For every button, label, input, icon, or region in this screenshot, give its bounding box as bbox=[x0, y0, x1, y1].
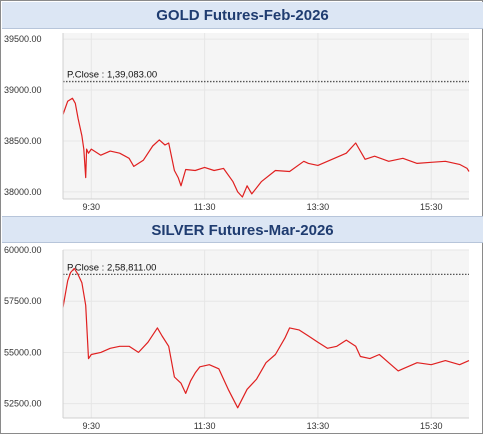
silver-chart: 52500.00 55000.00 57500.00 60000.00 9:30 11:3… bbox=[4, 245, 470, 431]
silver-x-tick-label: 13:30 bbox=[307, 421, 330, 431]
silver-price-line bbox=[62, 267, 470, 409]
gold-x-tick-label: 13:30 bbox=[307, 202, 330, 212]
silver-chart-title: SILVER Futures-Mar-2026 bbox=[2, 216, 483, 243]
gold-y-tick-label: 38500.00 bbox=[4, 136, 42, 146]
silver-x-tick-label: 11:30 bbox=[194, 421, 216, 431]
gold-x-tick-label: 9:30 bbox=[83, 202, 101, 212]
silver-y-tick-label: 55000.00 bbox=[4, 347, 42, 357]
gold-y-tick-label: 39000.00 bbox=[4, 85, 42, 95]
gold-chart-title: GOLD Futures-Feb-2026 bbox=[2, 2, 483, 29]
silver-pclose-label: P.Close : 2,58,811.00 bbox=[67, 262, 156, 273]
gold-pclose-label: P.Close : 1,39,083.00 bbox=[67, 70, 157, 81]
gold-x-tick-label: 15:30 bbox=[420, 202, 443, 212]
silver-plot-area bbox=[63, 250, 469, 418]
silver-y-tick-label: 52500.00 bbox=[4, 399, 42, 409]
gold-plot-area bbox=[63, 33, 469, 199]
gold-x-tick-label: 11:30 bbox=[194, 202, 216, 212]
silver-x-tick-label: 15:30 bbox=[420, 421, 443, 431]
silver-y-tick-label: 57500.00 bbox=[4, 296, 42, 306]
gold-chart: 38000.00 38500.00 39000.00 39500.00 9:30 11:3… bbox=[4, 33, 470, 212]
gold-price-line bbox=[62, 97, 470, 198]
silver-y-tick-label: 60000.00 bbox=[4, 245, 42, 255]
silver-x-tick-label: 9:30 bbox=[83, 421, 101, 431]
gold-y-tick-label: 39500.00 bbox=[4, 34, 42, 44]
gold-y-tick-label: 38000.00 bbox=[4, 187, 42, 197]
